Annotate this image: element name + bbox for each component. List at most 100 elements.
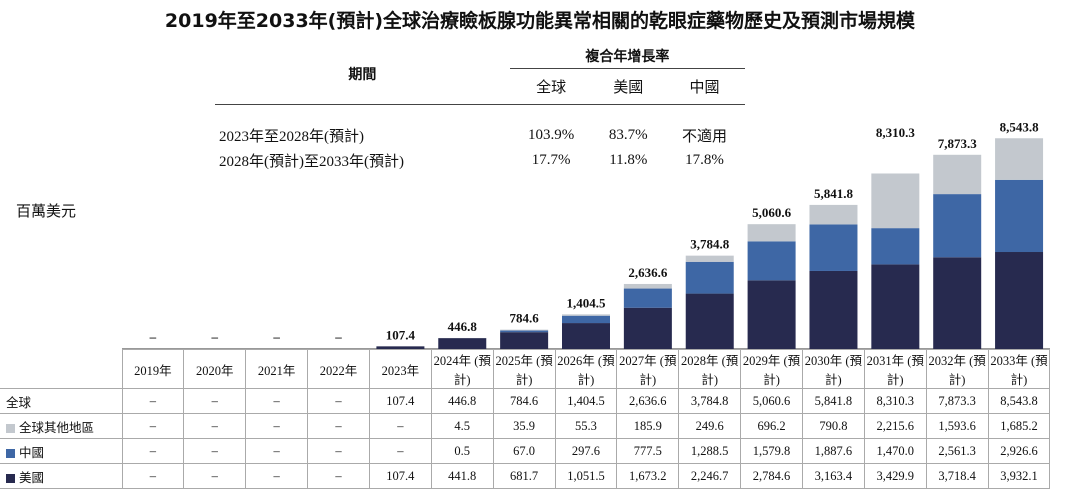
bar-segment: [747, 280, 796, 349]
table-value: 249.6: [678, 413, 742, 439]
table-value: 1,404.5: [554, 388, 618, 414]
bar-segment: [500, 329, 549, 331]
total-label: –: [334, 329, 342, 344]
table-row: 全球其他地區 – – – – –4.5 35.9 55.3 185.9 249.6 696.2 790…: [0, 413, 1051, 439]
bar-segment: [500, 332, 549, 349]
table-value: –: [121, 463, 185, 489]
table-value: 8,310.3: [863, 388, 927, 414]
data-table: 2019年 2020年 2021年 2022年 2023年 2024年 (預計) 2025年…: [0, 349, 1051, 489]
bar-segment: [562, 323, 610, 349]
table-value: 1,593.6: [925, 413, 989, 439]
bar-segment: [685, 293, 734, 349]
x-tick-label: 2021年: [245, 349, 309, 389]
table-value: 1,673.2: [616, 463, 680, 489]
table-value: –: [307, 438, 370, 464]
bar-segment: [500, 330, 549, 333]
period-header: 期間: [215, 44, 510, 105]
table-value: 3,718.4: [925, 463, 989, 489]
table-value: 297.6: [554, 438, 618, 464]
table-value: –: [307, 388, 370, 414]
total-label: 446.8: [448, 319, 478, 334]
cagr-value: 11.8%: [609, 151, 648, 168]
total-label: 5,060.6: [752, 205, 792, 220]
total-label: 3,784.8: [690, 237, 730, 252]
cagr-row: 2028年(預計)至2033年(預計) 17.7% 11.8% 17.8%: [215, 148, 745, 173]
table-value: 1,887.6: [801, 438, 865, 464]
legend-swatch: [6, 448, 15, 458]
cagr-value: 不適用: [681, 128, 727, 145]
total-label: 2,636.6: [628, 265, 668, 280]
legend-swatch: [6, 473, 15, 483]
cagr-value: 17.7%: [531, 151, 571, 168]
bar-segment: [623, 288, 672, 308]
total-label: 1,404.5: [567, 295, 607, 310]
table-value: 0.5: [430, 438, 494, 464]
cagr-table: 期間 複合年增長率 全球 美國 中國 2023年至2028年(預計) 103.9% 83…: [215, 44, 745, 173]
bar-segment: [747, 224, 796, 242]
table-value: 2,926.6: [987, 438, 1051, 464]
x-tick-label: 2023年: [368, 349, 432, 389]
table-value: 67.0: [492, 438, 556, 464]
table-value: 1,579.8: [740, 438, 803, 464]
table-value: –: [183, 413, 247, 439]
table-value: 3,932.1: [987, 463, 1051, 489]
bar-segment: [995, 179, 1044, 253]
bar-segment: [376, 346, 425, 349]
table-value: –: [245, 388, 309, 414]
table-value: –: [245, 438, 309, 464]
table-row: 2019年 2020年 2021年 2022年 2023年 2024年 (預計) 2025年…: [0, 349, 1051, 389]
table-value: 5,841.8: [801, 388, 865, 414]
table-value: 7,873.3: [925, 388, 989, 414]
table-value: 777.5: [616, 438, 680, 464]
legend-label: 中國: [19, 445, 45, 460]
bar-segment: [747, 241, 796, 281]
bar-segment: [871, 173, 920, 229]
table-row: 中國 – – – – –0.5 67.0 297.6 777.5 1,288.5 1,579.8 1,…: [0, 438, 1051, 464]
x-tick-label: 2030年 (預計): [801, 349, 865, 389]
bar-segment: [871, 264, 920, 349]
table-value: 784.6: [492, 388, 556, 414]
table-value: 681.7: [492, 463, 556, 489]
x-tick-label: 2027年 (預計): [616, 349, 680, 389]
table-value: 2,246.7: [678, 463, 742, 489]
legend-label: 全球其他地區: [19, 420, 95, 435]
total-label: –: [211, 329, 219, 344]
total-label: 784.6: [510, 311, 540, 326]
chart-title: 2019年至2033年(預計)全球治療瞼板腺功能異常相關的乾眼症藥物歷史及預測市…: [164, 10, 916, 32]
x-tick-label: 2025年 (預計): [492, 349, 556, 389]
table-value: 2,215.6: [863, 413, 927, 439]
bar-segment: [809, 224, 858, 271]
table-value: –: [183, 388, 247, 414]
x-tick-label: 2028年 (預計): [678, 349, 742, 389]
total-label: 8,310.3: [876, 125, 916, 140]
row-label: 中國: [0, 438, 123, 464]
cagr-column: 中國: [689, 80, 720, 96]
table-value: 4.5: [430, 413, 494, 439]
total-label: –: [272, 329, 280, 344]
x-tick-label: 2020年: [183, 349, 247, 389]
table-value: 441.8: [430, 463, 494, 489]
row-label: 美國: [0, 463, 123, 489]
table-value: –: [307, 463, 370, 489]
table-value: 2,636.6: [616, 388, 680, 414]
bar-segment: [933, 154, 982, 195]
legend-label: 美國: [19, 470, 45, 485]
bar-segment: [685, 261, 734, 294]
bar-segment: [933, 257, 982, 349]
table-value: 790.8: [801, 413, 865, 439]
y-axis-label: 百萬美元: [16, 204, 77, 220]
x-tick-label: 2022年: [307, 349, 370, 389]
table-value: –: [245, 413, 309, 439]
table-value: 5,060.6: [740, 388, 803, 414]
table-value: 8,543.8: [987, 388, 1051, 414]
legend-swatch: [6, 423, 15, 433]
table-value: 446.8: [430, 388, 494, 414]
bar-segment: [995, 252, 1044, 349]
cagr-column: 美國: [613, 80, 644, 96]
table-value: –: [245, 463, 309, 489]
table-value: –: [307, 413, 370, 439]
table-value: 1,288.5: [678, 438, 742, 464]
bar-segment: [809, 204, 858, 225]
table-value: 1,051.5: [554, 463, 618, 489]
